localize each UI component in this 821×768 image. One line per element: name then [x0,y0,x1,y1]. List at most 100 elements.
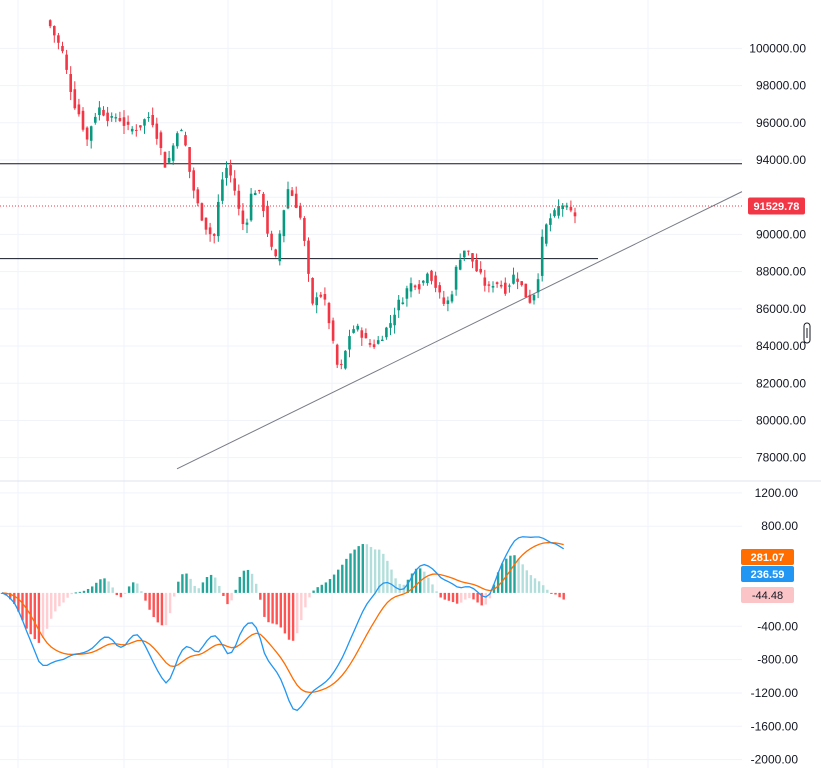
histogram-bar [373,549,377,593]
histogram-bar [74,592,77,594]
histogram-bar [82,590,86,593]
histogram-bar [127,586,131,593]
candle-body [475,259,478,272]
candle-body [397,299,400,311]
price-tick-label: 100000.00 [749,41,806,55]
histogram-bar [234,589,237,593]
candle-body [106,112,109,121]
candle-body [360,330,364,338]
candle-body [303,218,306,241]
candle-body [167,157,171,163]
histogram-bar [29,592,32,635]
candle-body [417,284,421,290]
candle-body [479,268,482,273]
last-price-badge: 91529.78 [748,197,805,215]
axis-scroll-handle[interactable] [803,322,811,344]
histogram-bar [521,564,524,593]
histogram-bar [378,549,381,593]
histogram-bar [17,592,20,612]
macd-tick-label: 800.00 [761,519,798,533]
candle-body [233,178,236,191]
histogram-bar [37,592,41,643]
horizontal-levels[interactable] [0,163,742,260]
last-price-label: 91529.78 [754,201,800,213]
candle-body [348,336,351,350]
histogram-bar [279,592,282,628]
macd-pane[interactable]: 1200.00 800.00 -400.00 -800.00 -1200.00 -1600… [0,486,798,767]
histogram-bar [349,553,352,593]
price-tick-label: 82000.00 [756,376,806,390]
candle-body [270,233,273,247]
histogram-bar [406,579,410,593]
candle-body [512,274,515,284]
histogram-bar [345,558,348,593]
candle-body [61,45,64,52]
candle-body [385,327,388,338]
price-tick-label: 94000.00 [756,153,806,167]
candle-body [561,205,564,210]
candle-body [217,201,220,237]
histogram-bar [320,584,323,593]
histogram-bar [156,592,159,623]
histogram-bar [550,592,553,594]
macd-tick-label: -2000.00 [751,753,799,767]
histogram-bar [423,571,426,593]
candle-body [57,35,60,43]
histogram-bar [312,590,315,593]
histogram-bar [472,592,475,600]
candle-body [200,203,204,221]
histogram-bar [365,544,369,593]
candle-body [549,218,552,225]
histogram-bar [255,583,258,593]
histogram-bar [287,592,291,640]
histogram-bar [33,592,36,639]
candle-body [393,314,396,326]
price-axis[interactable]: 100000.00 98000.00 96000.00 94000.00 90000.0… [749,41,806,464]
histogram-bar [144,592,147,601]
histogram-bar [480,592,483,606]
candle-body [413,285,417,288]
histogram-bar [148,592,151,610]
histogram-bar [91,586,94,593]
histogram-bar [201,582,205,593]
histogram-bar [513,555,516,593]
histogram-badge: -44.48 [741,587,794,603]
candle-body [532,294,536,301]
macd-badge: 236.59 [741,566,794,582]
macd-tick-label: -400.00 [757,619,798,633]
candle-body [294,193,298,208]
histogram-bar [267,592,270,623]
histogram-bar [451,592,455,603]
histogram-bar [328,579,332,593]
histogram-bar [554,592,557,595]
macd-value-label: 236.59 [751,569,785,581]
candle-body [446,300,450,304]
candle-body [151,115,154,126]
candle-body [110,116,113,118]
trendline[interactable] [176,191,743,470]
candle-body [323,294,327,300]
histogram-bar [238,576,241,593]
candle-body [188,147,191,172]
histogram-bar [296,592,299,634]
histogram-bar [189,578,192,593]
histogram-bar [107,581,110,593]
histogram-bar [119,592,123,598]
macd-axis[interactable]: 1200.00 800.00 -400.00 -800.00 -1200.00 -1600… [751,486,799,767]
candle-body [553,210,556,217]
histogram-bar [525,570,528,593]
histogram-bar [230,592,233,601]
candle-body [430,270,433,281]
candle-body [315,297,318,306]
histogram-bar [533,578,537,593]
histogram-bar [271,592,274,624]
signal-value-label: 281.07 [751,552,785,564]
signal-line [1,541,564,694]
candle-body [143,119,146,126]
candle-body [344,350,347,369]
histogram-value-label: -44.48 [752,590,783,602]
candle-body [487,284,491,286]
histogram-bar [308,592,311,598]
